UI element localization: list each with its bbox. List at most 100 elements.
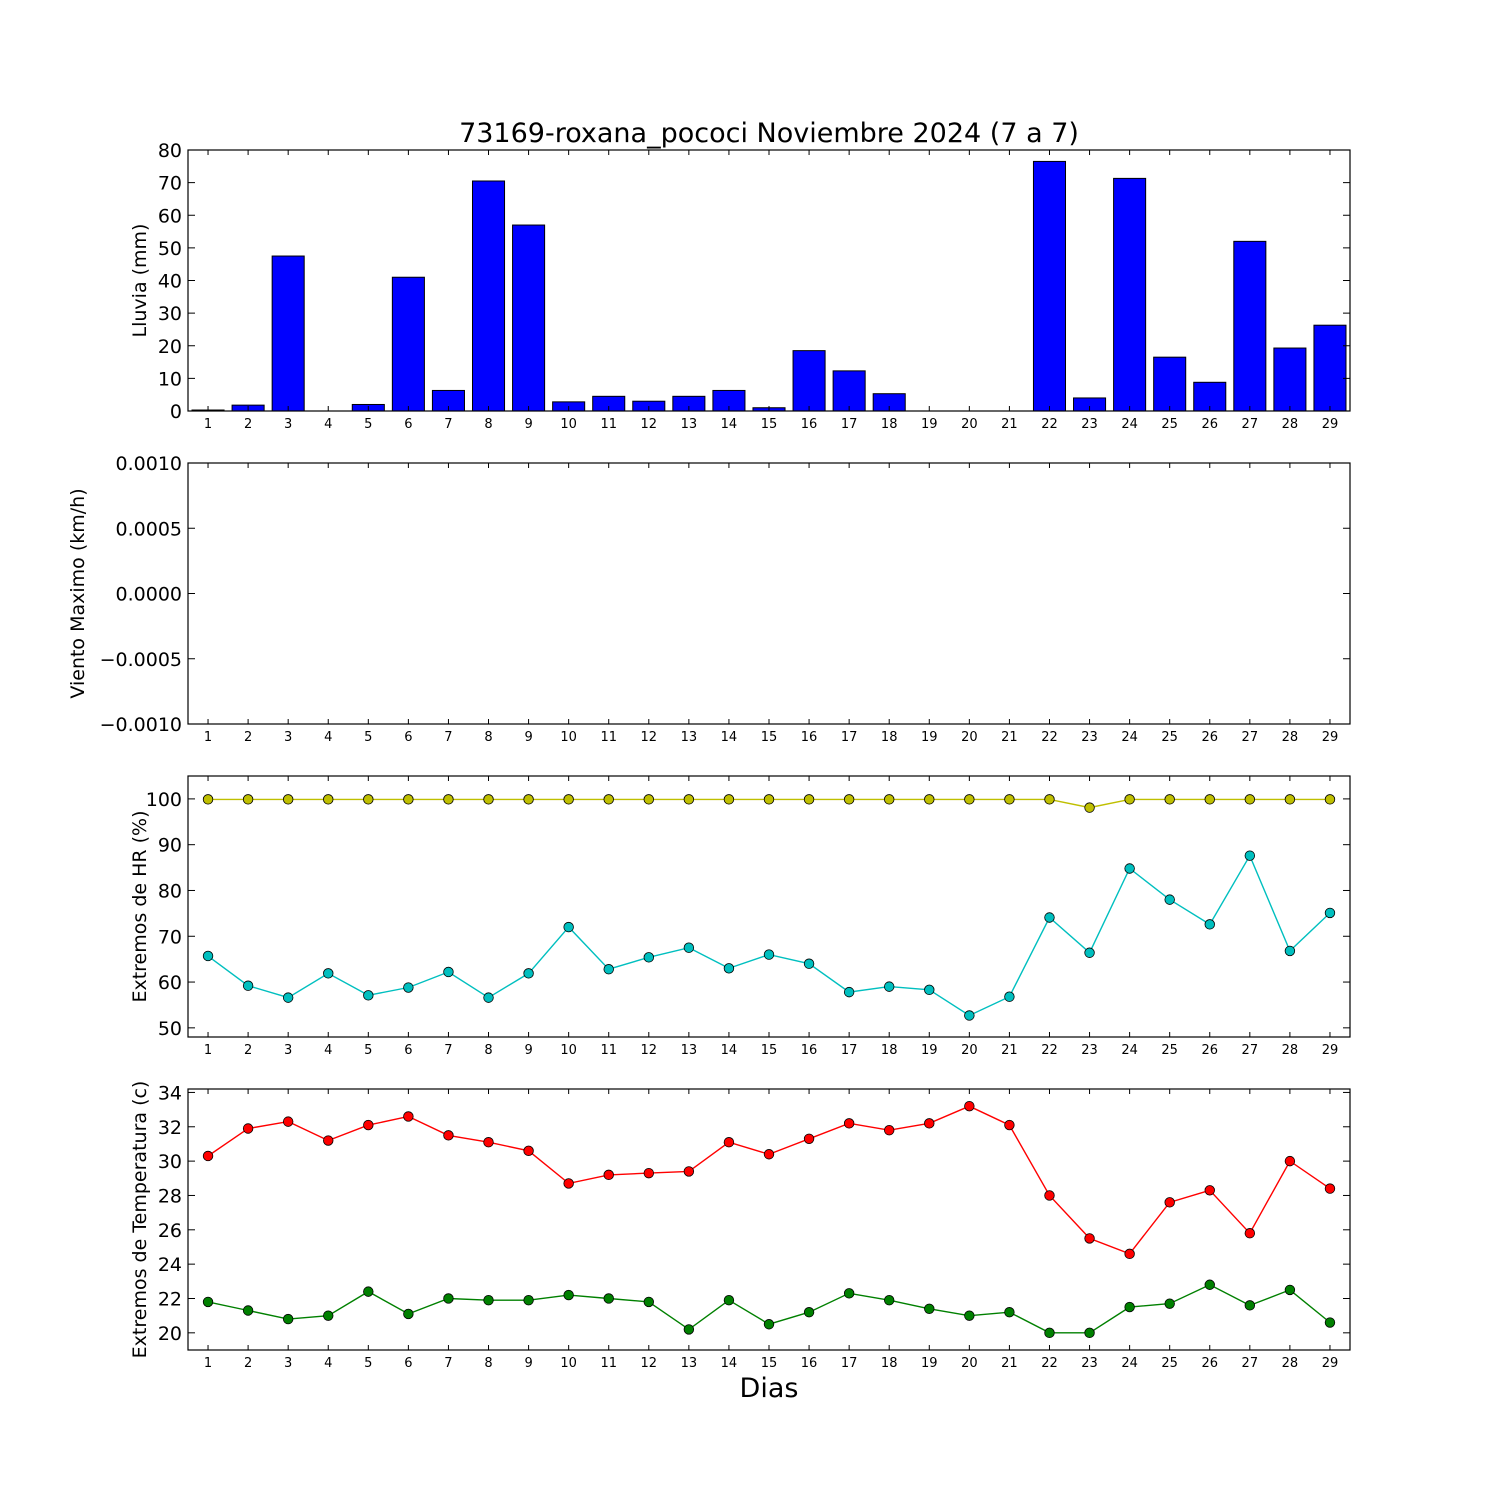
x-tick-label: 1 (204, 1043, 212, 1058)
y-tick-label: 70 (158, 926, 182, 948)
series-1-point-day-10 (563, 794, 574, 805)
series-1-point-day-8 (483, 1137, 494, 1148)
x-tick-label: 17 (841, 730, 858, 745)
series-2-point-day-12 (643, 952, 654, 963)
series-2-point-day-17 (843, 986, 855, 998)
series-line-1 (207, 1105, 1331, 1255)
x-tick-label: 9 (524, 417, 532, 432)
x-tick-label: 6 (404, 417, 412, 432)
x-tick-label: 7 (444, 1356, 452, 1371)
x-tick-label: 11 (600, 417, 617, 432)
series-2-point-day-19 (924, 1303, 935, 1314)
series-2-point-day-1 (202, 1296, 214, 1308)
x-tick-label: 3 (284, 417, 292, 432)
x-tick-label: 2 (244, 417, 252, 432)
x-tick-label: 29 (1322, 1356, 1339, 1371)
series-1-point-day-23 (1084, 802, 1095, 813)
x-tick-label: 1 (204, 1356, 212, 1371)
x-tick-label: 27 (1242, 1043, 1259, 1058)
panel-2: 1 2 3 4 5 6 7 8 9 10 11 12 13 14 15 16 17 18 19 20 21 22 23 24 2… (67, 453, 1351, 745)
series-2-point-day-22 (1044, 1327, 1055, 1339)
x-tick-label: 14 (721, 730, 738, 745)
series-2-point-day-11 (603, 964, 614, 975)
x-tick-label: 2 (244, 1043, 252, 1058)
x-tick-label: 24 (1121, 417, 1138, 432)
series-1-point-day-4 (323, 1135, 334, 1146)
series-1-point-day-7 (443, 1130, 454, 1141)
x-tick-label: 19 (921, 730, 938, 745)
series-2-point-day-28 (1284, 945, 1296, 957)
y-tick-label: 26 (158, 1220, 182, 1242)
x-tick-label: 22 (1041, 1356, 1058, 1371)
x-tick-label: 23 (1081, 417, 1098, 432)
bar-day-29 (1313, 324, 1347, 412)
series-2-point-day-21 (1004, 991, 1015, 1002)
y-axis-label: Lluvia (mm) (129, 224, 151, 338)
series-2-point-day-12 (643, 1296, 654, 1308)
plot-frame (187, 775, 1351, 1038)
x-tick-label: 15 (761, 1356, 778, 1371)
series-1-point-day-4 (323, 794, 334, 805)
series-1-point-day-20 (964, 1100, 975, 1112)
series-1-point-day-1 (202, 1150, 214, 1162)
bar-day-22 (1032, 160, 1067, 412)
x-tick-label: 24 (1121, 730, 1138, 745)
series-1-point-day-20 (964, 794, 975, 805)
bar-day-8 (471, 180, 506, 412)
x-tick-label: 23 (1081, 1043, 1098, 1058)
series-2-point-day-27 (1244, 1300, 1256, 1311)
x-tick-label: 13 (681, 1043, 698, 1058)
x-tick-label: 21 (1001, 730, 1018, 745)
x-tick-label: 14 (721, 417, 738, 432)
plot-frame (187, 462, 1351, 725)
x-tick-label: 18 (881, 1356, 898, 1371)
x-tick-label: 28 (1282, 1356, 1299, 1371)
series-1-point-day-12 (643, 794, 654, 805)
series-1-point-day-8 (483, 794, 494, 805)
series-2-point-day-7 (443, 966, 454, 978)
bar-day-25 (1153, 356, 1187, 412)
x-tick-label: 6 (404, 1043, 412, 1058)
x-tick-label: 12 (641, 1043, 658, 1058)
series-1-point-day-27 (1244, 1228, 1256, 1239)
x-tick-label: 29 (1322, 730, 1339, 745)
x-tick-label: 20 (961, 1356, 978, 1371)
series-2-point-day-10 (563, 921, 574, 933)
x-tick-label: 16 (801, 1356, 818, 1371)
series-1-point-day-17 (843, 1118, 855, 1129)
x-tick-label: 28 (1282, 730, 1299, 745)
x-tick-label: 1 (204, 730, 212, 745)
x-tick-label: 21 (1001, 417, 1018, 432)
series-2-point-day-2 (242, 980, 254, 991)
x-tick-label: 9 (524, 730, 532, 745)
x-axis-label: Dias (740, 1373, 799, 1404)
series-2-point-day-18 (884, 1295, 895, 1306)
x-tick-label: 26 (1201, 1356, 1218, 1371)
x-tick-label: 5 (364, 730, 372, 745)
x-tick-label: 13 (681, 730, 698, 745)
x-tick-label: 1 (204, 417, 212, 432)
series-2-point-day-28 (1284, 1284, 1296, 1296)
x-tick-label: 10 (560, 1043, 577, 1058)
y-tick-label: 24 (158, 1254, 182, 1276)
series-1-point-day-10 (563, 1178, 574, 1189)
x-tick-label: 24 (1121, 1356, 1138, 1371)
series-2-point-day-24 (1124, 1301, 1135, 1313)
x-tick-label: 16 (801, 417, 818, 432)
series-2-point-day-3 (282, 992, 294, 1003)
series-2-point-day-29 (1324, 907, 1336, 919)
series-1-point-day-13 (683, 1166, 695, 1177)
series-1-point-day-6 (403, 794, 414, 805)
series-1-point-day-1 (202, 794, 214, 805)
series-2-point-day-9 (523, 1295, 534, 1306)
chart-title: 73169-roxana_pococi Noviembre 2024 (7 a … (459, 118, 1079, 149)
series-1-point-day-23 (1084, 1233, 1095, 1244)
x-tick-label: 4 (324, 417, 332, 432)
x-tick-label: 19 (921, 1043, 938, 1058)
x-tick-label: 11 (600, 1043, 617, 1058)
x-tick-label: 2 (244, 730, 252, 745)
series-1-point-day-18 (884, 1125, 895, 1136)
x-tick-label: 28 (1282, 417, 1299, 432)
x-tick-label: 29 (1322, 1043, 1339, 1058)
